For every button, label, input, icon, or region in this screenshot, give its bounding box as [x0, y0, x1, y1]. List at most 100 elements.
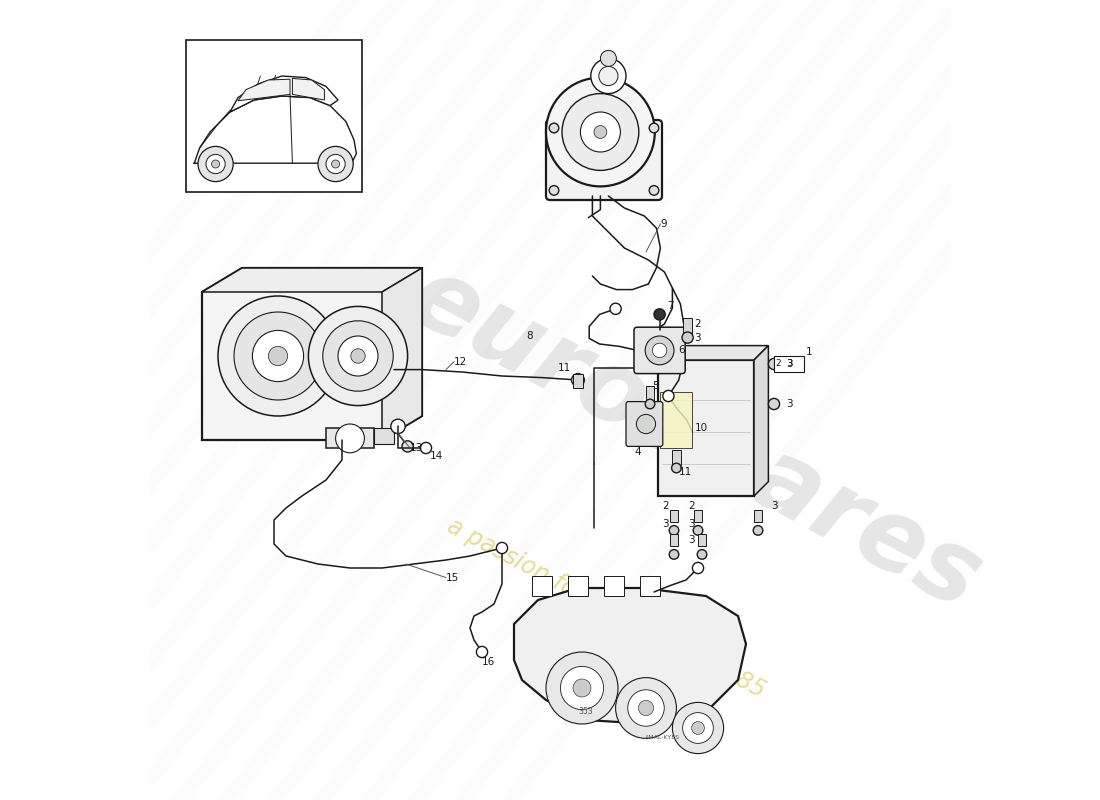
Text: 3: 3 [689, 535, 695, 545]
Circle shape [218, 296, 338, 416]
Text: 5: 5 [652, 381, 659, 390]
Circle shape [697, 550, 707, 559]
Circle shape [637, 414, 656, 434]
Circle shape [594, 126, 607, 138]
Circle shape [638, 701, 653, 715]
Text: 3: 3 [662, 519, 669, 529]
Bar [532, 576, 551, 596]
Circle shape [649, 186, 659, 195]
FancyBboxPatch shape [546, 120, 662, 200]
Circle shape [549, 123, 559, 133]
Circle shape [549, 186, 559, 195]
Bar [186, 40, 362, 192]
FancyBboxPatch shape [634, 327, 685, 374]
Text: 3: 3 [786, 359, 793, 369]
Circle shape [338, 336, 378, 376]
Polygon shape [230, 76, 338, 112]
Text: 3: 3 [689, 519, 695, 529]
Circle shape [322, 321, 393, 391]
Circle shape [581, 112, 620, 152]
Bar [670, 510, 679, 522]
Circle shape [402, 441, 414, 452]
Circle shape [252, 330, 304, 382]
Circle shape [692, 722, 704, 734]
Text: eurospares: eurospares [392, 249, 997, 631]
Circle shape [663, 390, 674, 402]
Bar [604, 576, 624, 596]
Text: 14: 14 [430, 451, 443, 461]
Text: 15: 15 [446, 573, 460, 582]
Bar [754, 510, 762, 522]
Circle shape [198, 146, 233, 182]
Circle shape [672, 463, 681, 473]
Polygon shape [194, 96, 356, 164]
Circle shape [616, 678, 676, 738]
Text: 12: 12 [454, 357, 467, 366]
Circle shape [654, 309, 666, 320]
Circle shape [669, 550, 679, 559]
Text: 11: 11 [679, 467, 692, 477]
Circle shape [693, 526, 703, 535]
Text: 13: 13 [410, 443, 424, 453]
Polygon shape [658, 346, 769, 360]
Polygon shape [202, 268, 422, 440]
Polygon shape [658, 360, 754, 496]
Text: 2: 2 [689, 502, 695, 511]
Text: 2  3: 2 3 [777, 359, 793, 369]
Text: 4: 4 [634, 447, 640, 457]
Text: 9: 9 [660, 219, 667, 229]
Circle shape [754, 526, 762, 535]
Text: 8: 8 [526, 331, 532, 341]
Circle shape [351, 349, 365, 363]
Circle shape [390, 419, 405, 434]
Circle shape [610, 303, 621, 314]
Circle shape [331, 160, 340, 168]
Text: a passion for parts since 1985: a passion for parts since 1985 [443, 514, 769, 702]
Circle shape [769, 358, 780, 370]
Circle shape [318, 146, 353, 182]
Polygon shape [514, 588, 746, 724]
Circle shape [496, 542, 507, 554]
Circle shape [646, 336, 674, 365]
Polygon shape [238, 79, 290, 101]
Polygon shape [202, 268, 422, 292]
Text: 16: 16 [482, 658, 495, 667]
Bar [573, 374, 583, 388]
Circle shape [682, 332, 693, 343]
Circle shape [652, 343, 667, 358]
FancyBboxPatch shape [626, 402, 663, 446]
Bar [672, 450, 681, 465]
Bar [569, 576, 587, 596]
Text: 3: 3 [694, 333, 701, 342]
Bar [694, 510, 703, 522]
Circle shape [683, 713, 714, 743]
Text: 11: 11 [558, 363, 571, 373]
Text: 6: 6 [678, 346, 684, 355]
Polygon shape [293, 78, 324, 100]
Circle shape [336, 424, 364, 453]
Text: 2: 2 [694, 319, 701, 329]
Polygon shape [754, 346, 769, 496]
Bar [640, 576, 660, 596]
Circle shape [573, 679, 591, 697]
Text: 353: 353 [579, 706, 593, 715]
Circle shape [672, 702, 724, 754]
Text: 3: 3 [786, 399, 793, 409]
Bar [646, 386, 654, 402]
Bar [683, 318, 692, 335]
Circle shape [308, 306, 408, 406]
Circle shape [326, 154, 345, 174]
Circle shape [692, 562, 704, 574]
Circle shape [669, 526, 679, 535]
Circle shape [420, 442, 431, 454]
Circle shape [546, 78, 654, 186]
Circle shape [572, 374, 584, 386]
Circle shape [628, 690, 664, 726]
Text: 7: 7 [668, 302, 674, 311]
Circle shape [562, 94, 639, 170]
Text: 1: 1 [806, 347, 813, 357]
Circle shape [476, 646, 487, 658]
Text: 10: 10 [695, 423, 708, 433]
Circle shape [649, 123, 659, 133]
Circle shape [211, 160, 220, 168]
